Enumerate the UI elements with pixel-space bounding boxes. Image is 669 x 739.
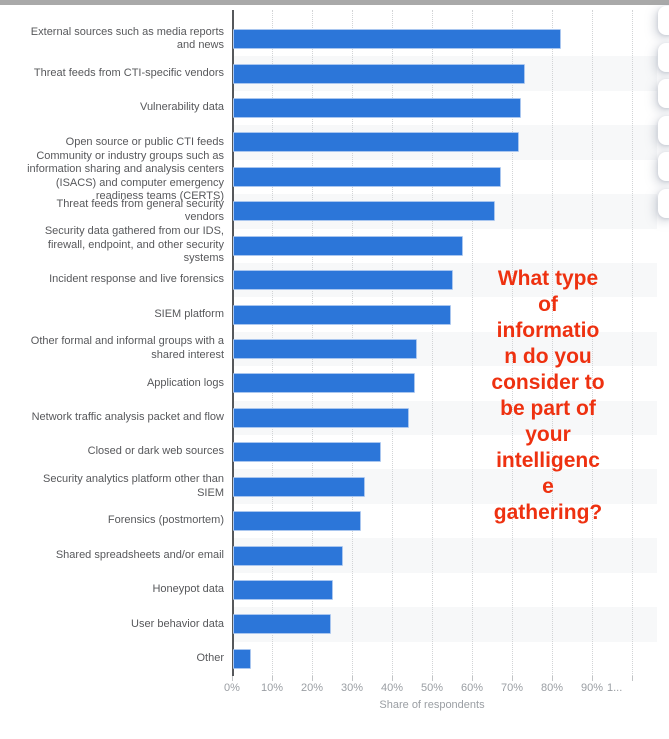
chart-row: Closed or dark web sources [0,435,669,469]
chart-row: Network traffic analysis packet and flow [0,401,669,435]
bar[interactable] [233,235,463,256]
side-card-button[interactable] [658,6,669,35]
side-card-button[interactable] [658,189,669,218]
bar[interactable] [233,373,415,394]
chart-row: SIEM platform [0,297,669,331]
chart-row: Open source or public CTI feeds [0,125,669,159]
chart-row: Security analytics platform other than S… [0,469,669,503]
category-label: User behavior data [131,617,224,630]
axis-tick [472,676,473,681]
bar[interactable] [233,338,417,359]
category-label: Threat feeds from general security vendo… [56,197,224,224]
x-tick-label: 1... [607,682,623,694]
category-label: Honeypot data [152,583,224,596]
chart-row: Incident response and live forensics [0,263,669,297]
category-label: Application logs [146,376,224,389]
axis-tick [312,676,313,681]
side-card-button[interactable] [658,152,669,182]
bar[interactable] [233,511,361,532]
category-label: Other [196,652,224,664]
x-tick-label: 50% [420,682,444,694]
chart-row: Forensics (postmortem) [0,504,669,538]
side-card-button[interactable] [658,115,669,145]
x-tick-label: 10% [260,682,284,694]
category-label: Incident response and live forensics [49,273,224,286]
grid-line [632,10,633,676]
chart-row: Shared spreadsheets and/or email [0,538,669,572]
x-tick-label: 20% [300,682,324,694]
axis-tick [392,676,393,681]
category-label: Security data gathered from our IDS, fir… [44,225,224,265]
bar[interactable] [233,579,333,600]
x-tick-label: 90% [580,682,604,694]
bar[interactable] [233,270,453,291]
bar[interactable] [233,201,495,222]
grid-line [472,10,473,676]
bar[interactable] [233,166,501,187]
chart-row: Security data gathered from our IDS, fir… [0,225,669,265]
grid-line [592,10,593,676]
chart-row: Application logs [0,366,669,400]
chart-row: Community or industry groups such as inf… [0,149,669,203]
side-card-button[interactable] [658,79,669,109]
category-label: Other formal and informal groups with a … [30,335,224,361]
axis-tick [552,676,553,681]
x-tick-label: 70% [500,682,524,694]
bar[interactable] [233,98,521,119]
chart-row: Honeypot data [0,573,669,607]
bar[interactable] [233,29,561,50]
chart-question-overlay: What type of informatio n do you conside… [491,267,605,524]
chart-row: External sources such as media reports a… [0,22,669,56]
axis-tick [232,676,233,681]
bar[interactable] [233,132,519,153]
bar[interactable] [233,304,451,325]
bar[interactable] [233,545,343,566]
category-label: Closed or dark web sources [87,445,224,458]
chart-row: Other formal and informal groups with a … [0,332,669,366]
chart-row: User behavior data [0,607,669,641]
axis-tick [272,676,273,681]
chart-row: Vulnerability data [0,91,669,125]
x-tick-label: 0% [224,682,240,694]
x-tick-label: 60% [460,682,484,694]
category-label: Open source or public CTI feeds [65,135,224,148]
axis-tick [632,676,633,681]
bar[interactable] [233,407,409,428]
category-label: Security analytics platform other than S… [43,473,224,499]
bar[interactable] [233,476,365,497]
category-label: Network traffic analysis packet and flow [31,411,224,424]
x-tick-label: 40% [380,682,404,694]
category-label: Shared spreadsheets and/or email [55,548,224,561]
chart-row: Threat feeds from CTI-specific vendors [0,56,669,90]
axis-tick [512,676,513,681]
grid-line [552,10,553,676]
grid-line [432,10,433,676]
chart-row: Other [0,642,669,676]
side-card-button[interactable] [658,42,669,72]
category-label: Forensics (postmortem) [107,514,224,527]
top-border [0,0,669,5]
category-label: Community or industry groups such as inf… [27,149,224,203]
axis-tick [352,676,353,681]
chart-row: Threat feeds from general security vendo… [0,194,669,228]
category-label: SIEM platform [154,307,224,320]
bar[interactable] [233,614,331,635]
axis-tick [432,676,433,681]
grid-line [512,10,513,676]
x-tick-label: 80% [540,682,564,694]
category-label: Threat feeds from CTI-specific vendors [33,66,224,79]
category-label: Vulnerability data [140,101,224,114]
x-axis-title: Share of respondents [379,699,485,711]
category-label: External sources such as media reports a… [30,25,224,52]
bar[interactable] [233,442,381,463]
bar[interactable] [233,648,251,669]
x-tick-label: 30% [340,682,364,694]
axis-tick [592,676,593,681]
bar[interactable] [233,63,525,84]
